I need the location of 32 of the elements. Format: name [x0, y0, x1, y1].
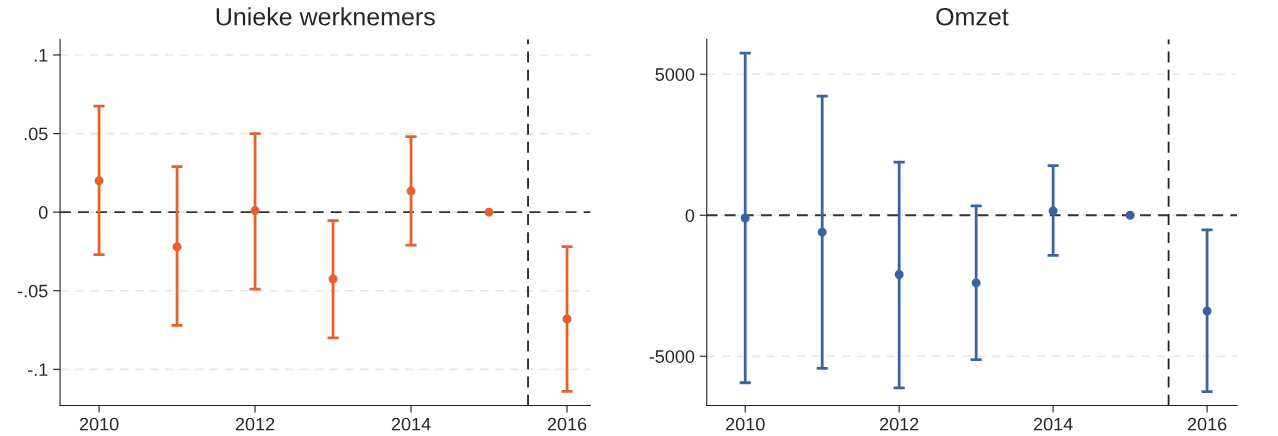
y-tick-label: 0: [38, 206, 48, 219]
point: [817, 227, 827, 237]
x-tick-label: 2014: [391, 417, 431, 431]
y-tick-label: -.1: [27, 363, 48, 376]
point: [94, 176, 104, 186]
point: [740, 213, 750, 223]
point: [562, 314, 572, 324]
x-tick-label: 2012: [880, 417, 919, 431]
x-tick-label: 2010: [79, 417, 119, 431]
point: [172, 242, 182, 252]
y-tick-label: -5000: [649, 350, 695, 363]
y-tick-label: 5000: [655, 68, 695, 81]
point: [1048, 206, 1058, 216]
y-tick-label: .1: [34, 49, 48, 62]
y-tick-label: 0: [685, 209, 695, 222]
point: [971, 278, 981, 288]
point: [484, 207, 494, 217]
y-tick-label: -.05: [17, 284, 48, 298]
x-tick-label: 2014: [1033, 417, 1073, 431]
point: [406, 186, 416, 196]
x-tick-label: 2010: [726, 417, 765, 431]
point: [250, 206, 260, 216]
x-tick-label: 2012: [235, 417, 275, 431]
point: [328, 274, 338, 284]
chart-title: Omzet: [936, 7, 1009, 26]
chart-title: Unieke werknemers: [216, 7, 435, 26]
x-tick-label: 2016: [1187, 417, 1227, 431]
y-tick-label: .05: [24, 127, 48, 141]
point: [894, 269, 904, 279]
x-tick-label: 2016: [547, 417, 587, 431]
point: [1125, 210, 1135, 220]
point: [1202, 306, 1212, 316]
